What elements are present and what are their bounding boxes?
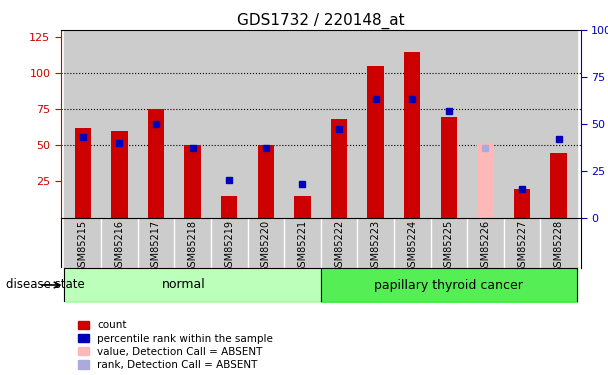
Text: GSM85228: GSM85228 — [554, 220, 564, 273]
Bar — [321, 30, 358, 217]
Bar — [221, 196, 238, 217]
Bar — [284, 30, 321, 217]
Bar — [394, 30, 430, 217]
Bar — [137, 30, 174, 217]
Bar — [184, 146, 201, 218]
Text: GSM85217: GSM85217 — [151, 220, 161, 273]
Legend: count, percentile rank within the sample, value, Detection Call = ABSENT, rank, : count, percentile rank within the sample… — [78, 320, 273, 370]
Bar — [430, 30, 467, 217]
Bar — [367, 66, 384, 218]
Bar — [504, 30, 541, 217]
Text: GSM85226: GSM85226 — [480, 220, 491, 273]
Title: GDS1732 / 220148_at: GDS1732 / 220148_at — [237, 12, 404, 28]
Text: GSM85219: GSM85219 — [224, 220, 234, 273]
Bar — [294, 196, 311, 217]
Text: GSM85220: GSM85220 — [261, 220, 271, 273]
Bar — [477, 142, 494, 218]
Bar — [541, 30, 577, 217]
Bar — [514, 189, 530, 218]
Text: GSM85215: GSM85215 — [78, 220, 88, 273]
Text: GSM85224: GSM85224 — [407, 220, 417, 273]
Bar — [211, 30, 247, 217]
Text: GSM85218: GSM85218 — [188, 220, 198, 273]
Text: GSM85216: GSM85216 — [114, 220, 125, 273]
Text: disease state: disease state — [6, 279, 85, 291]
Bar — [404, 52, 421, 217]
Text: normal: normal — [162, 279, 206, 291]
Text: GSM85227: GSM85227 — [517, 220, 527, 273]
Bar — [174, 30, 211, 217]
Bar — [75, 128, 91, 217]
Text: GSM85225: GSM85225 — [444, 220, 454, 273]
Bar — [441, 117, 457, 218]
Bar — [101, 30, 137, 217]
Bar — [358, 30, 394, 217]
Text: papillary thyroid cancer: papillary thyroid cancer — [375, 279, 523, 291]
Text: GSM85223: GSM85223 — [371, 220, 381, 273]
Bar — [550, 153, 567, 218]
Bar — [64, 30, 101, 217]
Bar — [258, 146, 274, 218]
Bar — [111, 131, 128, 218]
Bar — [148, 110, 164, 218]
Bar — [247, 30, 284, 217]
Bar — [467, 30, 504, 217]
Text: GSM85221: GSM85221 — [297, 220, 308, 273]
Text: GSM85222: GSM85222 — [334, 220, 344, 273]
Bar — [331, 119, 347, 218]
